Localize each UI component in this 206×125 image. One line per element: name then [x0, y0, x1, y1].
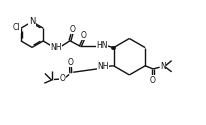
Text: NH: NH — [97, 62, 109, 71]
Text: NH: NH — [50, 43, 62, 52]
Text: HN: HN — [96, 41, 108, 50]
Text: O: O — [70, 25, 75, 34]
Text: N: N — [159, 62, 165, 71]
Text: O: O — [67, 58, 73, 67]
Text: O: O — [60, 74, 65, 83]
Text: O: O — [81, 31, 87, 40]
Text: N: N — [29, 17, 35, 26]
Text: O: O — [149, 76, 155, 85]
Text: Cl: Cl — [13, 23, 20, 32]
